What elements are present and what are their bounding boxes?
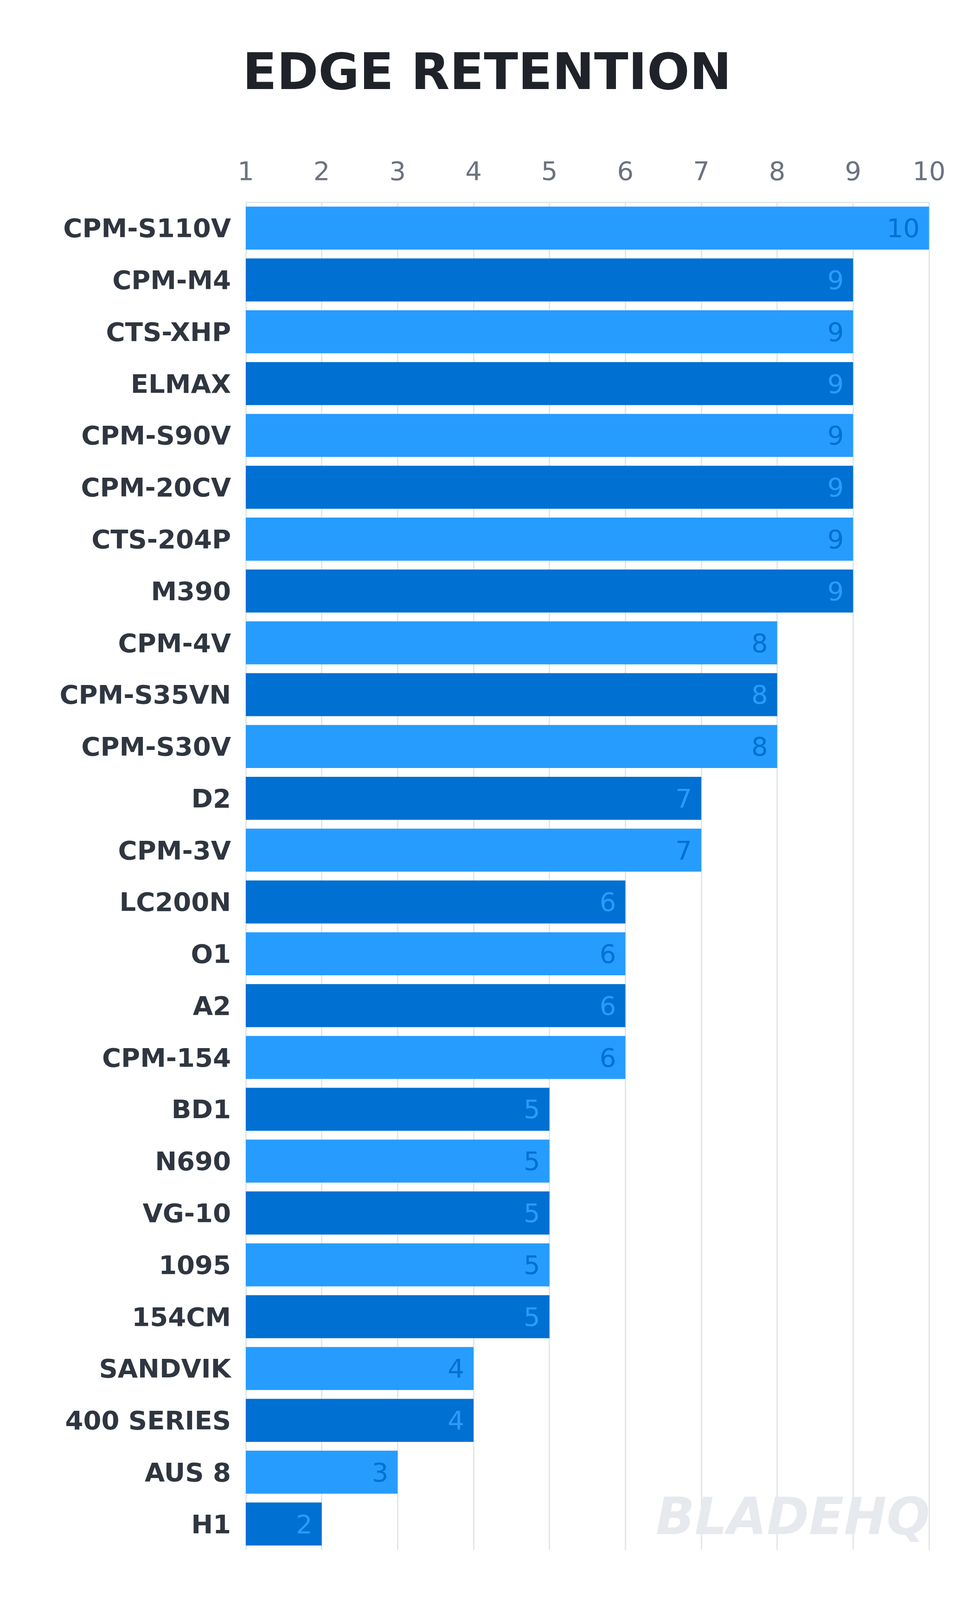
svg-text:2: 2 [313,155,331,186]
svg-text:154CM: 154CM [131,1301,231,1333]
svg-text:CPM-M4: CPM-M4 [112,264,231,295]
svg-text:6: 6 [599,886,617,917]
svg-text:CPM-3V: CPM-3V [118,835,232,866]
svg-text:CTS-XHP: CTS-XHP [106,316,231,347]
svg-text:SANDVIK: SANDVIK [98,1353,232,1384]
svg-text:3: 3 [389,155,407,186]
svg-text:CTS-204P: CTS-204P [91,524,231,555]
svg-text:9: 9 [845,155,862,186]
svg-text:9: 9 [827,316,845,347]
svg-text:LC200N: LC200N [119,886,231,917]
svg-text:4: 4 [447,1405,465,1436]
svg-text:8: 8 [751,731,769,762]
svg-text:EDGE RETENTION: EDGE RETENTION [242,42,732,101]
svg-text:1: 1 [237,155,255,186]
svg-text:D2: D2 [191,783,231,814]
svg-text:7: 7 [675,835,693,866]
svg-text:7: 7 [675,783,693,814]
svg-text:9: 9 [827,420,845,451]
svg-text:4: 4 [465,155,482,186]
svg-text:BLADEHQ: BLADEHQ [655,1486,930,1547]
svg-text:5: 5 [523,1198,541,1229]
svg-text:9: 9 [827,472,845,503]
svg-text:H1: H1 [191,1509,231,1540]
svg-text:9: 9 [827,264,845,295]
svg-text:6: 6 [599,990,617,1021]
svg-text:400 SERIES: 400 SERIES [64,1405,231,1436]
svg-text:BD1: BD1 [171,1094,231,1125]
svg-text:M390: M390 [150,576,231,607]
svg-text:8: 8 [751,627,769,659]
svg-text:8: 8 [768,155,786,186]
svg-text:CPM-S35VN: CPM-S35VN [59,679,231,710]
svg-text:5: 5 [523,1249,541,1281]
svg-text:5: 5 [523,1146,541,1177]
svg-text:CPM-S110V: CPM-S110V [63,212,231,244]
svg-text:9: 9 [827,576,845,607]
svg-text:6: 6 [599,1042,617,1073]
svg-text:4: 4 [447,1353,465,1384]
svg-text:7: 7 [692,155,710,186]
svg-text:CPM-S30V: CPM-S30V [81,731,231,762]
svg-text:10: 10 [912,155,946,186]
svg-text:CPM-4V: CPM-4V [118,627,232,659]
svg-text:3: 3 [371,1457,389,1488]
svg-text:VG-10: VG-10 [142,1198,231,1229]
svg-text:CPM-20CV: CPM-20CV [81,472,232,503]
svg-text:6: 6 [599,938,617,969]
svg-text:9: 9 [827,368,845,399]
svg-text:8: 8 [751,679,769,710]
svg-text:A2: A2 [192,990,231,1021]
svg-text:CPM-154: CPM-154 [102,1042,231,1073]
svg-text:1095: 1095 [158,1249,231,1281]
svg-text:N690: N690 [154,1146,231,1177]
svg-text:5: 5 [523,1301,541,1333]
svg-text:6: 6 [617,155,635,186]
svg-text:O1: O1 [190,938,231,969]
svg-text:5: 5 [523,1094,541,1125]
svg-text:ELMAX: ELMAX [130,368,231,399]
svg-text:CPM-S90V: CPM-S90V [81,420,231,451]
svg-text:5: 5 [541,155,558,186]
svg-text:9: 9 [827,524,845,555]
svg-text:2: 2 [295,1509,313,1540]
svg-text:10: 10 [886,212,920,244]
svg-text:AUS 8: AUS 8 [144,1457,231,1488]
